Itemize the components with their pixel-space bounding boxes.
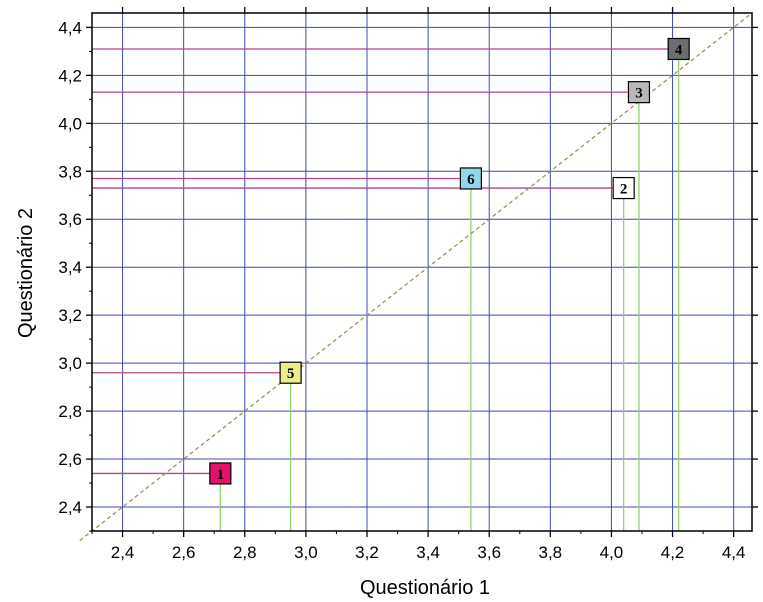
diagonal-line (79, 12, 753, 542)
grid-lines (92, 13, 752, 531)
point-marker (627, 81, 651, 104)
y-tick-label: 3,6 (58, 210, 82, 229)
data-point-6: 6 (459, 167, 482, 190)
point-marker (459, 167, 482, 190)
point-label: 5 (287, 366, 295, 382)
data-point-4: 4 (667, 37, 690, 61)
point-label: 3 (635, 86, 643, 102)
plot-frame (91, 12, 753, 532)
axes: 2,4 2,6 2,8 3,0 3,2 3,4 3,6 3,8 4,0 4,2 4,4 2,4 2,6 2… (58, 7, 758, 562)
data-point-2: 2 (612, 176, 635, 200)
x-tick-label: 2,8 (233, 543, 257, 562)
point-marker (612, 176, 635, 200)
data-point-1: 1 (209, 462, 232, 485)
data-points: 1 2 3 4 5 6 (209, 37, 690, 485)
y-tick-label: 4,0 (58, 114, 82, 133)
y-tick-label: 2,4 (58, 498, 82, 517)
x-tick-label: 3,0 (294, 543, 318, 562)
point-label: 2 (620, 182, 628, 198)
data-point-5: 5 (279, 361, 302, 384)
y-tick-label: 2,6 (58, 450, 82, 469)
point-marker (667, 37, 690, 61)
x-tick-label: 3,8 (539, 543, 563, 562)
data-point-3: 3 (627, 81, 651, 104)
x-tick-label: 3,6 (477, 543, 501, 562)
x-tick-label: 4,4 (722, 543, 746, 562)
y-tick-label: 3,0 (58, 354, 82, 373)
x-tick-label: 3,2 (355, 543, 379, 562)
x-axis-title: Questionário 1 (360, 577, 490, 599)
x-tick-label: 4,0 (600, 543, 624, 562)
reference-diagonal (79, 12, 753, 542)
x-tick-label: 2,4 (111, 543, 135, 562)
point-label: 1 (217, 467, 225, 483)
point-marker (209, 462, 232, 485)
x-tick-label: 3,4 (416, 543, 440, 562)
y-tick-label: 4,2 (58, 66, 82, 85)
point-label: 4 (675, 42, 683, 58)
y-tick-label: 4,4 (58, 18, 82, 37)
y-tick-label: 3,4 (58, 258, 82, 277)
drop-lines (92, 48, 680, 531)
y-axis-title: Questionário 2 (15, 208, 37, 338)
x-tick-label: 2,6 (172, 543, 196, 562)
y-tick-label: 3,8 (58, 162, 82, 181)
x-tick-label: 4,2 (661, 543, 685, 562)
point-marker (279, 361, 302, 384)
point-label: 6 (467, 172, 475, 188)
y-tick-label: 2,8 (58, 402, 82, 421)
y-tick-label: 3,2 (58, 306, 82, 325)
